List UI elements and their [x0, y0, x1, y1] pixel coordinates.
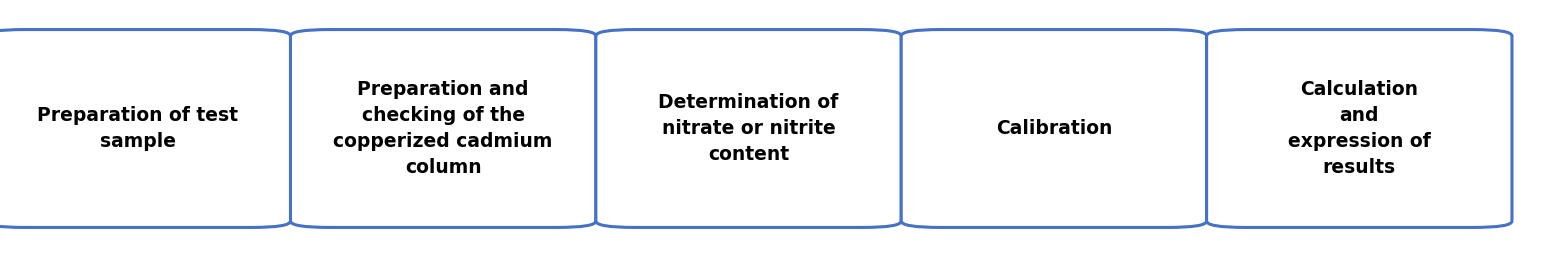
Text: Preparation and
checking of the
copperized cadmium
column: Preparation and checking of the copperiz…: [334, 80, 553, 177]
Text: Calibration: Calibration: [996, 119, 1112, 138]
FancyBboxPatch shape: [0, 30, 291, 227]
Text: Preparation of test
sample: Preparation of test sample: [38, 106, 238, 151]
Text: Calculation
and
expression of
results: Calculation and expression of results: [1287, 80, 1431, 177]
Polygon shape: [572, 82, 620, 175]
FancyBboxPatch shape: [290, 30, 595, 227]
FancyBboxPatch shape: [595, 30, 900, 227]
FancyBboxPatch shape: [1206, 30, 1513, 227]
Polygon shape: [877, 82, 927, 175]
Polygon shape: [265, 82, 316, 175]
Text: Determination of
nitrate or nitrite
content: Determination of nitrate or nitrite cont…: [658, 93, 839, 164]
Polygon shape: [1182, 82, 1231, 175]
FancyBboxPatch shape: [902, 30, 1206, 227]
